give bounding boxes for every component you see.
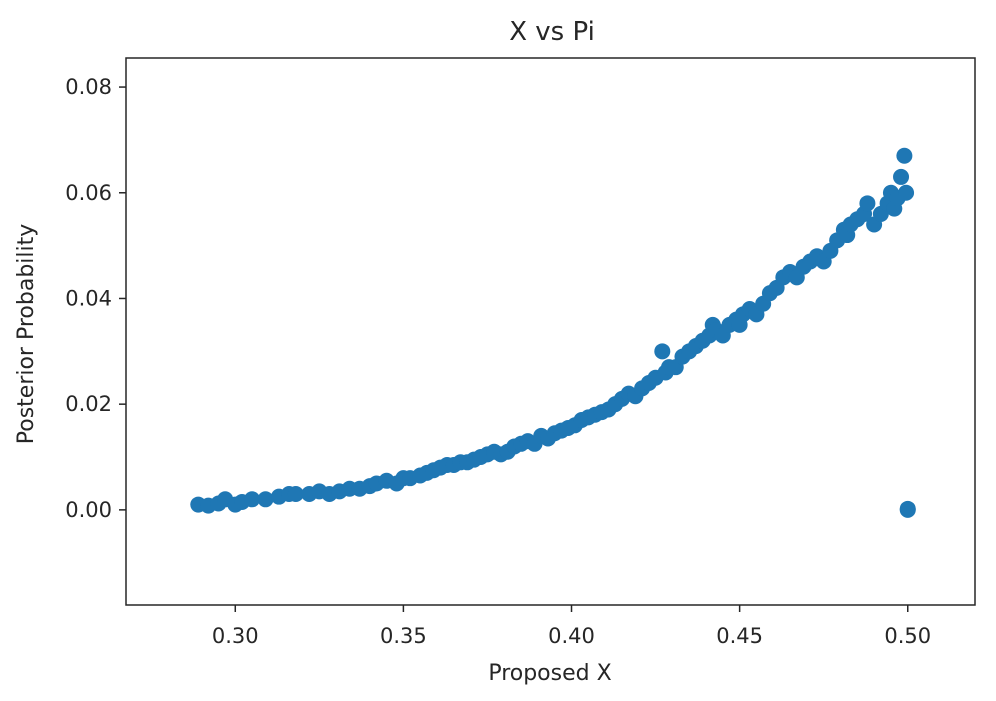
data-point xyxy=(859,195,876,212)
x-tick-label: 0.30 xyxy=(212,624,259,648)
data-point xyxy=(257,491,274,508)
x-tick-label: 0.50 xyxy=(884,624,931,648)
data-point xyxy=(893,168,910,185)
y-tick-label: 0.06 xyxy=(65,181,112,205)
y-tick-label: 0.08 xyxy=(65,75,112,99)
y-tick-label: 0.00 xyxy=(65,498,112,522)
chart-title: X vs Pi xyxy=(509,17,595,47)
y-axis-label: Posterior Probability xyxy=(14,224,39,445)
data-point xyxy=(898,184,915,201)
x-axis-label: Proposed X xyxy=(488,661,611,686)
data-point xyxy=(654,343,671,360)
x-axis-ticks: 0.30 0.35 0.40 0.45 0.50 xyxy=(212,605,931,648)
y-tick-label: 0.02 xyxy=(65,392,112,416)
data-point xyxy=(899,500,916,517)
x-tick-label: 0.40 xyxy=(548,624,595,648)
y-tick-label: 0.04 xyxy=(65,286,112,310)
data-points xyxy=(190,147,916,518)
data-point xyxy=(287,486,304,503)
y-axis-ticks: 0.00 0.02 0.04 0.06 0.08 xyxy=(65,75,126,522)
data-point xyxy=(896,147,913,164)
x-tick-label: 0.35 xyxy=(380,624,427,648)
plot-area-frame xyxy=(125,57,976,606)
data-point xyxy=(244,491,261,508)
x-tick-label: 0.45 xyxy=(716,624,763,648)
